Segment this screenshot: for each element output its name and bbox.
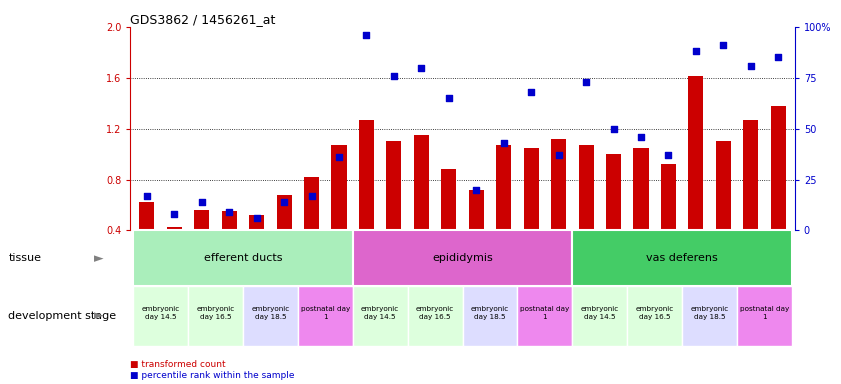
- Text: ►: ►: [94, 252, 104, 265]
- Bar: [661, 164, 676, 230]
- Bar: [133, 230, 352, 286]
- Point: [304, 193, 318, 199]
- Text: embryonic
day 18.5: embryonic day 18.5: [251, 306, 289, 319]
- Point: [250, 215, 263, 221]
- Point: [223, 209, 236, 215]
- Point: [717, 42, 730, 48]
- Text: epididymis: epididymis: [432, 253, 493, 263]
- Text: embryonic
day 18.5: embryonic day 18.5: [690, 306, 729, 319]
- Point: [634, 134, 648, 140]
- Bar: [682, 286, 737, 346]
- Text: postnatal day
1: postnatal day 1: [300, 306, 350, 319]
- Bar: [524, 148, 539, 230]
- Bar: [249, 215, 264, 230]
- Point: [195, 199, 209, 205]
- Bar: [167, 227, 182, 230]
- Text: embryonic
day 14.5: embryonic day 14.5: [580, 306, 619, 319]
- Text: postnatal day
1: postnatal day 1: [740, 306, 789, 319]
- Bar: [414, 135, 429, 230]
- Bar: [517, 286, 573, 346]
- Text: GDS3862 / 1456261_at: GDS3862 / 1456261_at: [130, 13, 276, 26]
- Bar: [463, 286, 517, 346]
- Bar: [737, 286, 792, 346]
- Text: development stage: development stage: [8, 311, 117, 321]
- Point: [442, 95, 456, 101]
- Bar: [551, 139, 566, 230]
- Bar: [188, 286, 243, 346]
- Bar: [140, 202, 155, 230]
- Text: embryonic
day 16.5: embryonic day 16.5: [636, 306, 674, 319]
- Point: [525, 89, 538, 95]
- Bar: [133, 286, 188, 346]
- Point: [140, 193, 154, 199]
- Point: [497, 140, 510, 146]
- Bar: [408, 286, 463, 346]
- Point: [744, 63, 758, 69]
- Bar: [298, 286, 352, 346]
- Text: postnatal day
1: postnatal day 1: [521, 306, 569, 319]
- Point: [278, 199, 291, 205]
- Point: [552, 152, 565, 158]
- Bar: [689, 76, 703, 230]
- Point: [415, 65, 428, 71]
- Text: ■ percentile rank within the sample: ■ percentile rank within the sample: [130, 371, 295, 380]
- Point: [469, 187, 483, 193]
- Bar: [573, 230, 792, 286]
- Point: [360, 32, 373, 38]
- Bar: [579, 145, 594, 230]
- Text: ■ transformed count: ■ transformed count: [130, 360, 226, 369]
- Text: efferent ducts: efferent ducts: [204, 253, 283, 263]
- Bar: [627, 286, 682, 346]
- Bar: [743, 120, 759, 230]
- Point: [579, 79, 593, 85]
- Point: [689, 48, 702, 55]
- Bar: [770, 106, 785, 230]
- Bar: [573, 286, 627, 346]
- Bar: [468, 190, 484, 230]
- Point: [387, 73, 400, 79]
- Point: [771, 55, 785, 61]
- Point: [332, 154, 346, 160]
- Bar: [716, 141, 731, 230]
- Bar: [352, 230, 573, 286]
- Text: embryonic
day 14.5: embryonic day 14.5: [141, 306, 180, 319]
- Point: [167, 211, 181, 217]
- Point: [662, 152, 675, 158]
- Text: embryonic
day 18.5: embryonic day 18.5: [471, 306, 509, 319]
- Text: tissue: tissue: [8, 253, 41, 263]
- Bar: [304, 177, 319, 230]
- Point: [607, 126, 621, 132]
- Text: embryonic
day 16.5: embryonic day 16.5: [196, 306, 235, 319]
- Bar: [442, 169, 457, 230]
- Bar: [633, 148, 648, 230]
- Bar: [496, 145, 511, 230]
- Bar: [194, 210, 209, 230]
- Text: ►: ►: [94, 310, 104, 322]
- Bar: [243, 286, 298, 346]
- Bar: [352, 286, 408, 346]
- Bar: [359, 120, 374, 230]
- Text: vas deferens: vas deferens: [646, 253, 718, 263]
- Bar: [277, 195, 292, 230]
- Bar: [331, 145, 346, 230]
- Text: embryonic
day 14.5: embryonic day 14.5: [361, 306, 399, 319]
- Bar: [386, 141, 401, 230]
- Bar: [222, 211, 236, 230]
- Text: embryonic
day 16.5: embryonic day 16.5: [416, 306, 454, 319]
- Bar: [606, 154, 621, 230]
